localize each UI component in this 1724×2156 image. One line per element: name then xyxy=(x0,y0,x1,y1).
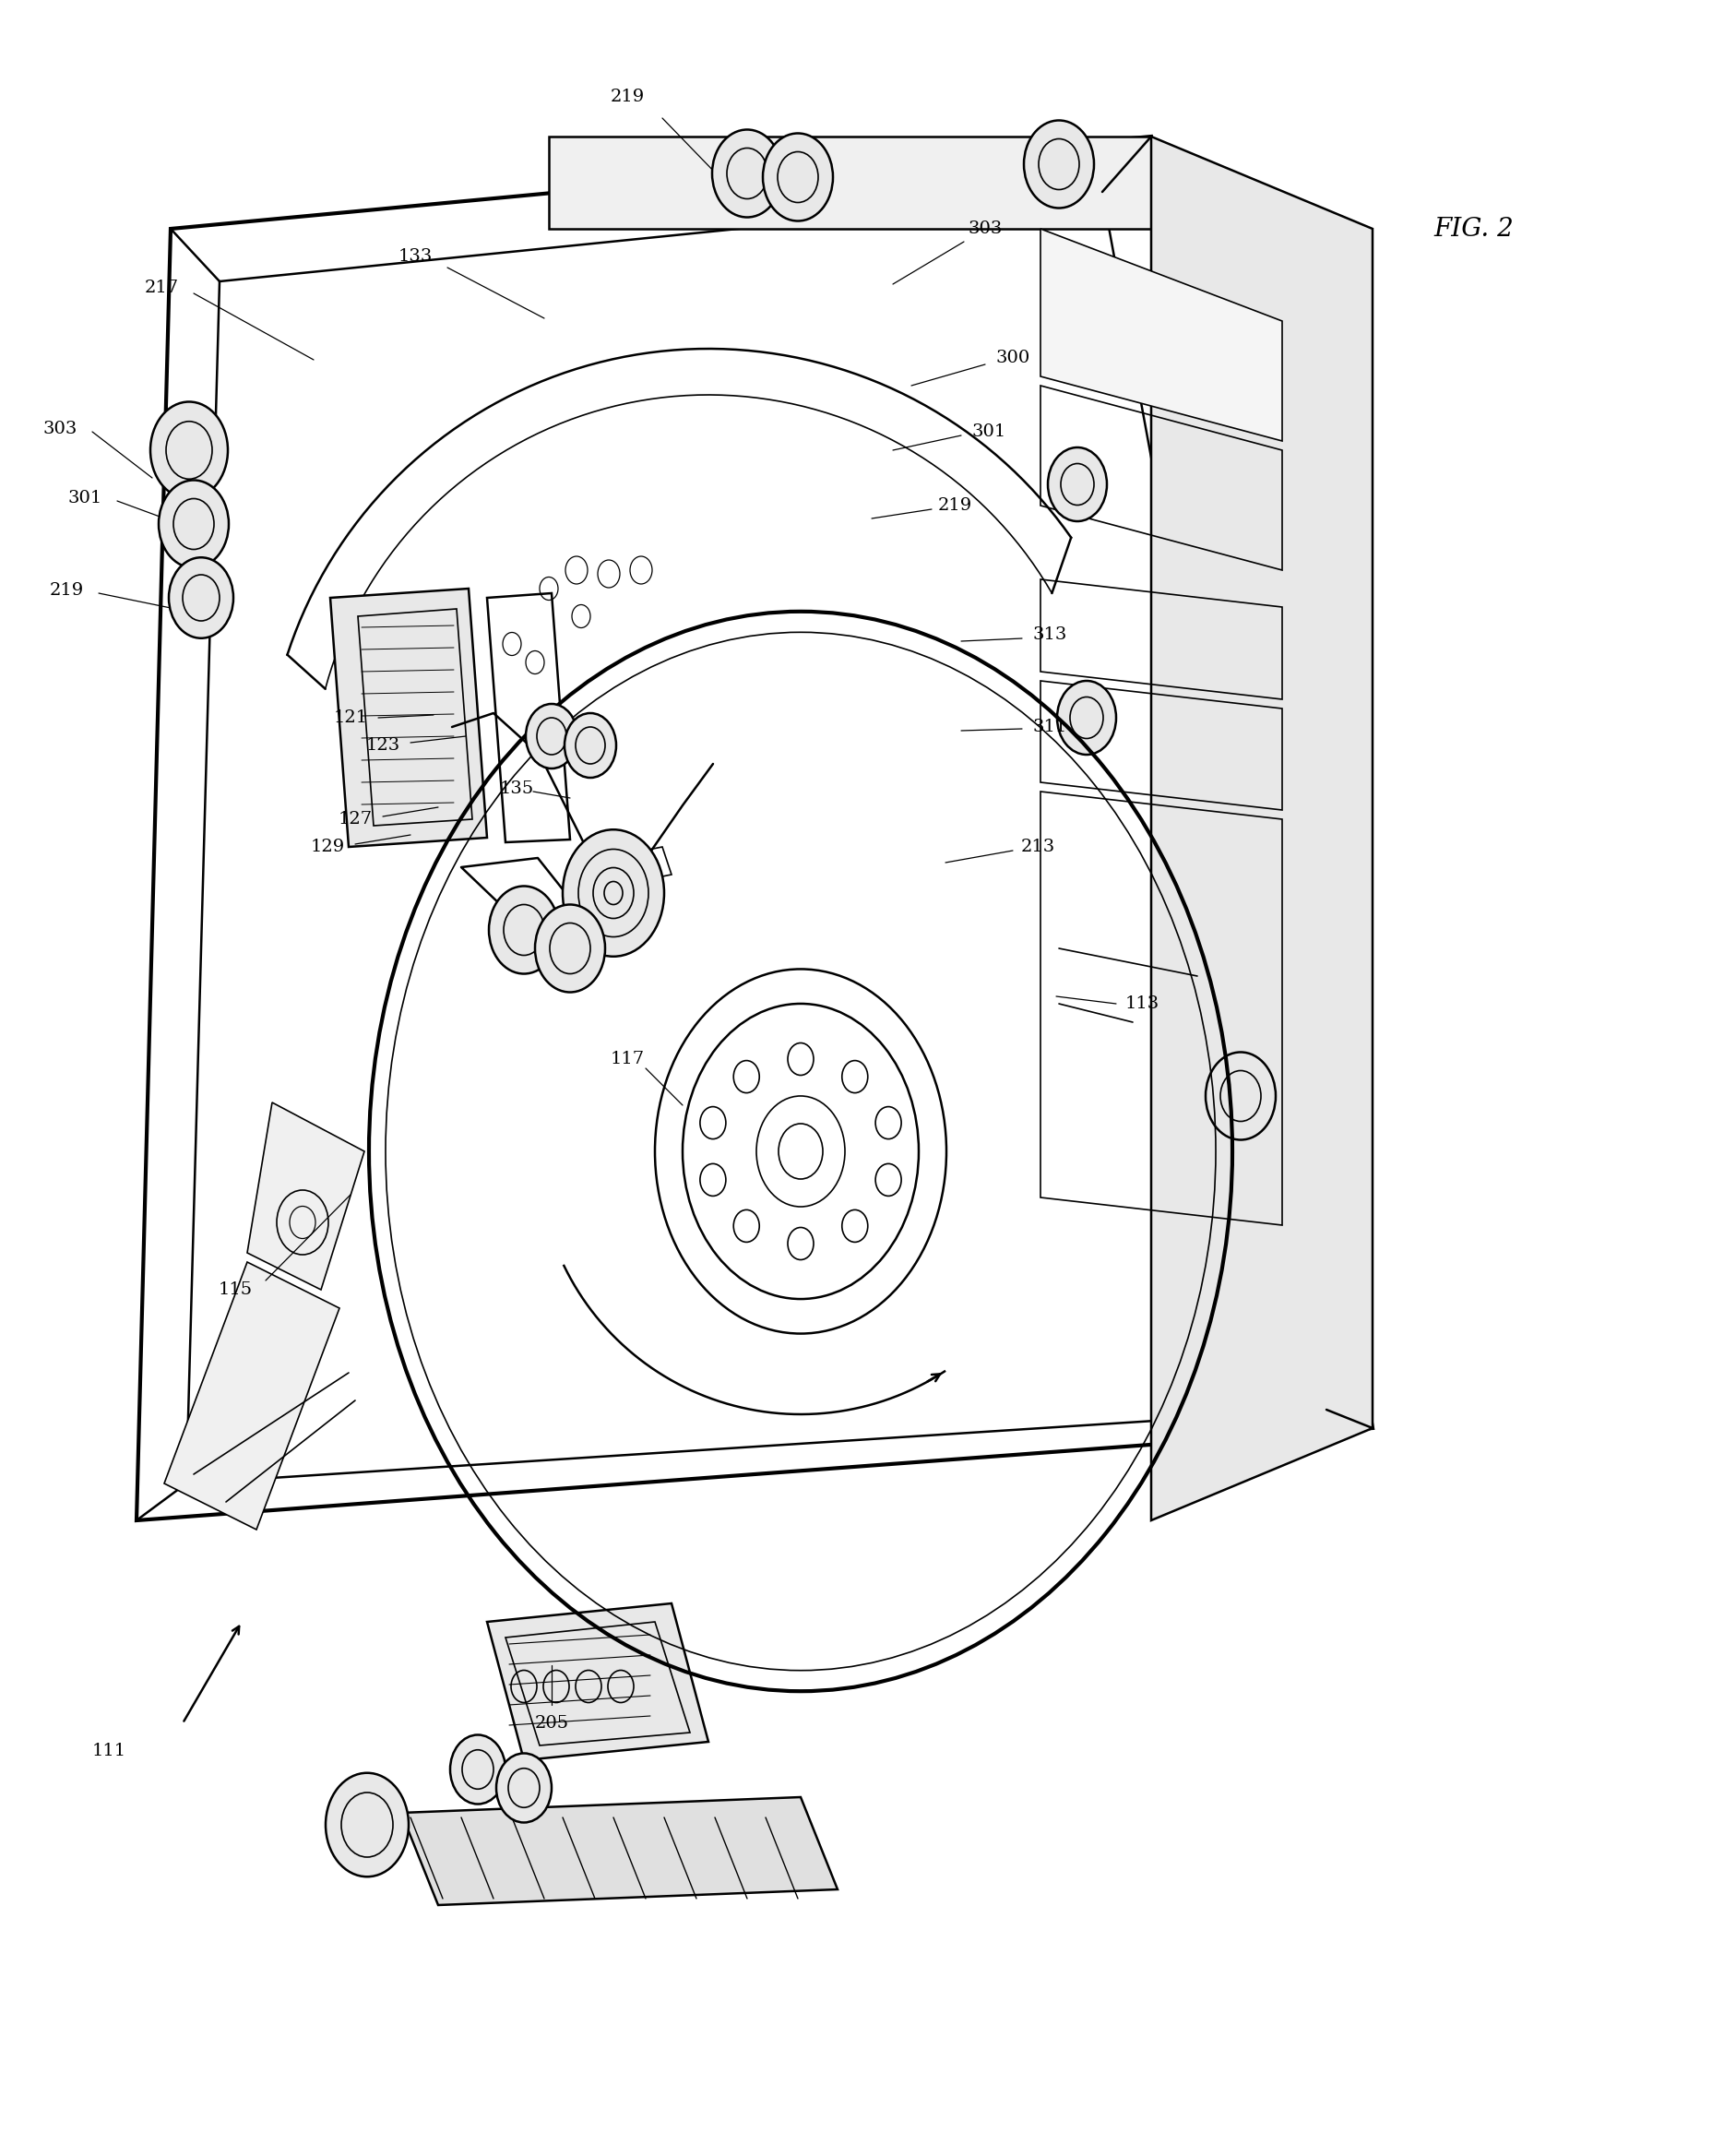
Text: 113: 113 xyxy=(1124,996,1159,1011)
Text: 115: 115 xyxy=(219,1281,252,1298)
Text: 219: 219 xyxy=(50,582,83,599)
Circle shape xyxy=(712,129,783,218)
Polygon shape xyxy=(402,1798,838,1906)
Text: 301: 301 xyxy=(67,489,102,507)
Circle shape xyxy=(762,134,833,220)
Text: 213: 213 xyxy=(1021,839,1055,856)
Text: 117: 117 xyxy=(610,1050,645,1067)
Circle shape xyxy=(1048,448,1107,522)
Text: 217: 217 xyxy=(145,280,179,295)
Polygon shape xyxy=(247,1102,364,1289)
Circle shape xyxy=(450,1736,505,1805)
Text: FIG. 2: FIG. 2 xyxy=(1434,216,1514,241)
Text: 301: 301 xyxy=(972,423,1007,440)
Text: 111: 111 xyxy=(91,1742,126,1759)
Text: 129: 129 xyxy=(310,839,345,856)
Text: 135: 135 xyxy=(500,780,534,798)
Text: 219: 219 xyxy=(938,498,972,513)
Circle shape xyxy=(1057,681,1115,755)
Polygon shape xyxy=(1041,229,1283,442)
Text: 133: 133 xyxy=(398,248,433,265)
Circle shape xyxy=(526,703,578,768)
Circle shape xyxy=(1205,1052,1276,1141)
Text: 121: 121 xyxy=(333,709,367,727)
Text: 300: 300 xyxy=(996,349,1029,367)
Circle shape xyxy=(159,481,229,567)
Circle shape xyxy=(534,906,605,992)
Circle shape xyxy=(150,401,228,498)
Text: 219: 219 xyxy=(610,88,645,106)
Polygon shape xyxy=(548,136,1152,229)
Text: 123: 123 xyxy=(365,737,400,755)
Circle shape xyxy=(562,830,664,957)
Circle shape xyxy=(564,714,615,778)
Text: 303: 303 xyxy=(43,420,78,438)
Text: 303: 303 xyxy=(967,220,1002,237)
Polygon shape xyxy=(1152,136,1372,1520)
Text: 205: 205 xyxy=(534,1714,569,1731)
Text: 127: 127 xyxy=(338,811,372,828)
Polygon shape xyxy=(488,1604,709,1759)
Text: 313: 313 xyxy=(1033,627,1067,642)
Circle shape xyxy=(497,1753,552,1822)
Circle shape xyxy=(326,1772,409,1876)
Text: 311: 311 xyxy=(1033,718,1067,735)
Polygon shape xyxy=(164,1261,340,1529)
Circle shape xyxy=(490,886,559,975)
Polygon shape xyxy=(331,589,488,847)
Circle shape xyxy=(1024,121,1095,207)
Circle shape xyxy=(169,558,233,638)
